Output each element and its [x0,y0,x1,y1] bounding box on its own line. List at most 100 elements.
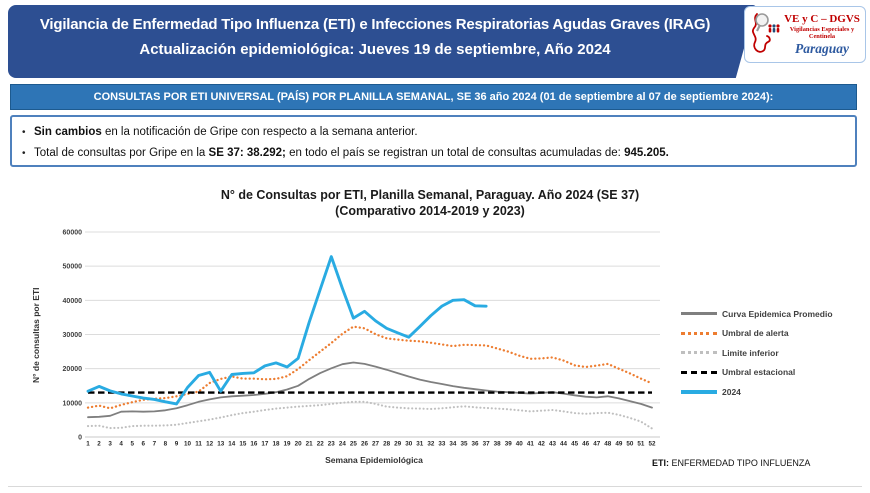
legend-item-umbral-estacional: Umbral estacional [681,363,833,383]
chart-title-line1: N° de Consultas por ETI, Planilla Semana… [220,188,640,202]
highlight-2-se-value: SE 37: 38.292; [208,147,286,159]
legend-item-umbral-de-alerta: Umbral de alerta [681,324,833,344]
y-tick-label: 60000 [63,230,83,237]
x-tick-label: 39 [505,441,513,448]
chart-title-line2: (Comparativo 2014-2019 y 2023) [335,204,525,218]
x-tick-label: 18 [272,441,280,448]
x-tick-label: 14 [228,441,236,448]
x-axis-label: Semana Epidemiológica [325,455,423,465]
x-tick-label: 40 [516,441,524,448]
footnote-text: ENFERMEDAD TIPO INFLUENZA [669,458,811,468]
x-tick-label: 25 [350,441,358,448]
x-tick-label: 29 [394,441,402,448]
logo-text: VE y C – DGVS Vigilancias Especiales y C… [782,13,862,57]
y-tick-label: 50000 [63,264,83,271]
x-tick-label: 38 [494,441,502,448]
chart-legend: Curva Epidemica Promedio Umbral de alerta… [681,304,833,402]
y-tick-label: 40000 [63,298,83,305]
slide-bottom-divider [8,486,862,487]
series-line-curva-epidemica-promedio [87,361,653,419]
x-tick-label: 51 [637,441,645,448]
legend-label: Curva Epidemica Promedio [722,308,833,319]
highlight-2-total-value: 945.205. [624,147,669,159]
legend-label: 2024 [722,386,741,397]
x-tick-label: 27 [372,441,380,448]
x-tick-label: 22 [317,441,325,448]
y-tick-label: 20000 [63,366,83,373]
x-tick-label: 24 [339,441,347,448]
logo-country-script: Paraguay [795,40,849,56]
x-tick-label: 48 [604,441,612,448]
x-tick-label: 13 [217,441,225,448]
x-tick-label: 42 [538,441,546,448]
y-tick-label: 30000 [63,332,83,339]
report-header: Vigilancia de Enfermedad Tipo Influenza … [8,5,756,78]
bullet-icon: • [22,148,26,159]
x-tick-label: 10 [184,441,192,448]
footnote-abbr: ETI: [652,458,669,468]
chart-title: N° de Consultas por ETI, Planilla Semana… [130,187,730,219]
x-tick-label: 33 [438,441,446,448]
x-tick-label: 50 [626,441,634,448]
series-line-limite-inferior [86,400,654,430]
x-tick-label: 23 [328,441,336,448]
x-tick-label: 1 [86,441,90,448]
y-axis-label: N° de consultas por ETI [31,287,41,383]
x-tick-label: 17 [261,441,269,448]
x-tick-label: 34 [449,441,457,448]
x-tick-label: 28 [383,441,391,448]
x-tick-label: 37 [483,441,491,448]
x-tick-label: 8 [164,441,168,448]
x-tick-label: 36 [472,441,480,448]
highlight-1-text: en la notificación de Gripe con respecto… [101,126,418,138]
x-tick-label: 52 [648,441,656,448]
x-tick-label: 47 [593,441,601,448]
highlight-2-text-pre: Total de consultas por Gripe en la [34,147,209,159]
x-tick-label: 26 [361,441,369,448]
x-tick-label: 11 [195,441,202,448]
series-line-2024 [86,255,488,406]
x-tick-label: 21 [306,441,314,448]
legend-line-swatch [681,351,717,355]
x-tick-label: 31 [416,441,424,448]
legend-line-swatch [681,312,717,316]
series-line-umbral-de-alerta [86,325,654,410]
highlight-2-text-mid: en todo el país se registran un total de… [285,147,625,159]
x-tick-label: 12 [206,441,214,448]
org-logo: VE y C – DGVS Vigilancias Especiales y C… [744,6,866,63]
chart-footnote: ETI: ENFERMEDAD TIPO INFLUENZA [652,458,810,468]
highlights-box: • Sin cambios en la notificación de Gripe… [10,115,857,167]
highlight-bullet-1: • Sin cambios en la notificación de Gripe… [22,122,845,143]
x-tick-label: 15 [239,441,247,448]
x-tick-label: 35 [460,441,468,448]
legend-item-2024: 2024 [681,382,833,402]
x-tick-label: 41 [527,441,535,448]
x-tick-label: 3 [108,441,112,448]
x-tick-label: 32 [427,441,435,448]
report-title-line1: Vigilancia de Enfermedad Tipo Influenza … [39,16,711,33]
highlight-1-bold: Sin cambios [34,126,102,138]
legend-label: Umbral de alerta [722,328,789,339]
x-tick-label: 43 [549,441,557,448]
x-tick-label: 44 [560,441,568,448]
legend-item-curva-epidemica-promedio: Curva Epidemica Promedio [681,304,833,324]
paraguay-map-icon [751,12,780,53]
legend-item-limite-inferior: Limite inferior [681,343,833,363]
section-banner: CONSULTAS POR ETI UNIVERSAL (PAÍS) POR P… [10,84,857,110]
legend-label: Limite inferior [722,347,779,358]
x-tick-label: 20 [295,441,303,448]
magnifier-icon [755,12,769,27]
x-tick-label: 6 [142,441,146,448]
x-tick-label: 46 [582,441,590,448]
y-tick-label: 0 [78,435,82,442]
x-tick-label: 2 [97,441,101,448]
logo-org-name: VE y C – DGVS [784,12,860,25]
legend-label: Umbral estacional [722,367,796,378]
x-tick-label: 19 [284,441,292,448]
x-tick-label: 4 [119,441,123,448]
x-tick-label: 49 [615,441,623,448]
x-tick-label: 5 [130,441,134,448]
highlight-bullet-2: • Total de consultas por Gripe en la SE 3… [22,143,845,164]
